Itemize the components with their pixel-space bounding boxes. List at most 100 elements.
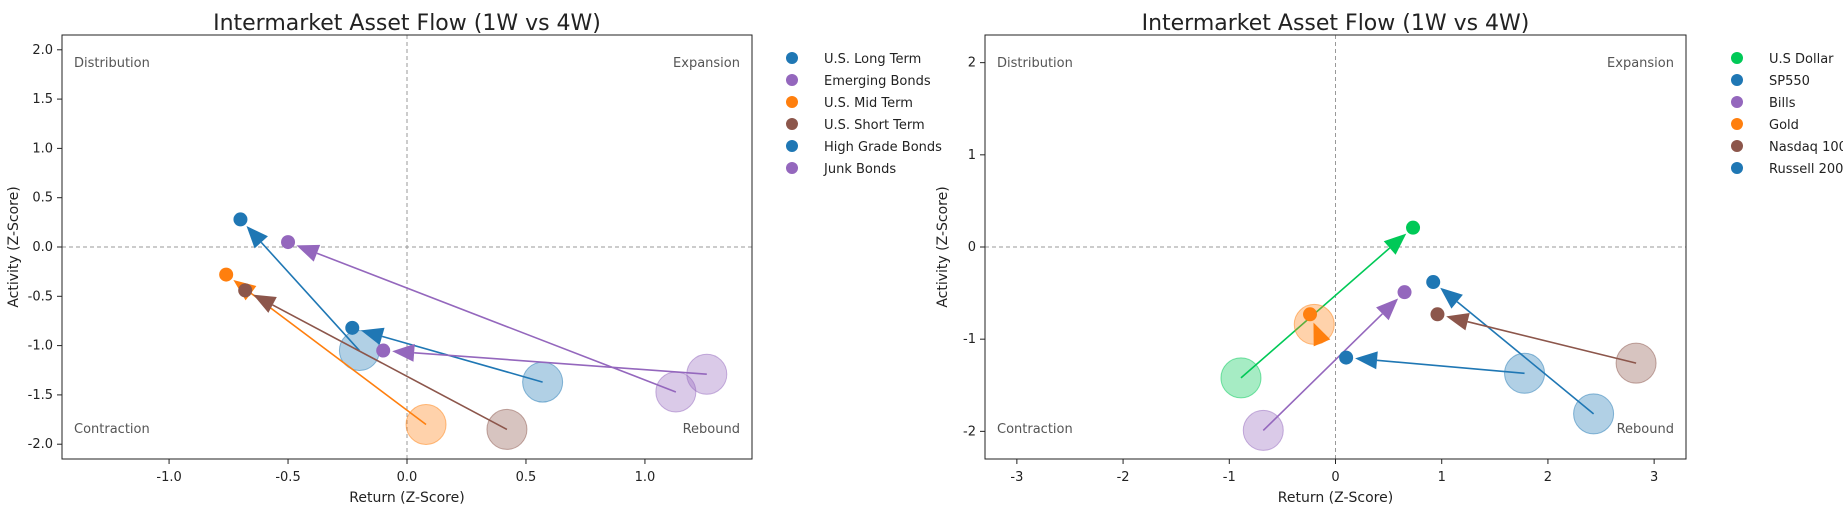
y-tick-label: -2: [963, 424, 976, 439]
legend-label-0: U.S. Long Term: [824, 52, 921, 67]
point-1w-5: [376, 343, 391, 358]
y-tick-label: 1.5: [32, 92, 53, 107]
chart-title: Intermarket Asset Flow (1W vs 4W): [1142, 11, 1530, 36]
y-tick-label: 1.0: [32, 141, 53, 156]
legend-marker-1: [786, 74, 798, 86]
legend-marker-5: [786, 162, 798, 174]
legend-label-0: U.S Dollar: [1769, 52, 1834, 67]
trail-arrowhead-4: [360, 327, 385, 346]
chart-1: Intermarket Asset Flow (1W vs 4W) Distrib…: [6, 11, 942, 506]
legend: U.S. Long Term Emerging Bonds U.S. Mid Ter…: [786, 52, 942, 177]
trail-line-3: [272, 304, 508, 431]
x-tick-label: -0.5: [275, 470, 300, 485]
legend-label-3: U.S. Short Term: [824, 118, 925, 133]
quadrant-label-rebound: Rebound: [683, 422, 740, 437]
trail-arrowhead-5: [1355, 351, 1378, 370]
y-tick-label: 0.5: [32, 191, 53, 206]
x-tick-label: -1.0: [156, 470, 181, 485]
chart-2: Intermarket Asset Flow (1W vs 4W) Distrib…: [935, 11, 1843, 506]
y-tick-label: 2: [968, 56, 976, 71]
legend-marker-0: [786, 52, 798, 64]
trail-line-5: [414, 351, 707, 375]
x-axis-label: Return (Z-Score): [1278, 490, 1393, 506]
trail-arrowhead-1: [1440, 287, 1463, 309]
trail-arrowhead-3: [253, 294, 277, 313]
y-tick-label: -1: [963, 332, 976, 347]
legend-marker-3: [786, 118, 798, 130]
trail-arrowhead-5: [392, 343, 415, 362]
legend-label-2: U.S. Mid Term: [824, 96, 913, 111]
quadrant-label-rebound: Rebound: [1617, 422, 1674, 437]
point-1w-2: [219, 267, 234, 282]
trail-line-4: [1467, 320, 1637, 364]
trail-arrowhead-2: [1376, 298, 1399, 321]
trail-line-2: [1262, 313, 1383, 431]
x-tick-label: -1: [1223, 470, 1236, 485]
trail-line-2: [250, 292, 427, 426]
quadrant-label-distribution: Distribution: [74, 56, 150, 71]
x-tick-label: 3: [1650, 470, 1658, 485]
legend: U.S Dollar SP550 Bills Gold Nasdaq 100 Russel…: [1731, 52, 1843, 177]
x-tick-label: 0.5: [516, 470, 537, 485]
legend-marker-4: [786, 140, 798, 152]
chart-title: Intermarket Asset Flow (1W vs 4W): [213, 11, 601, 36]
legend-marker-4: [1731, 140, 1743, 152]
point-1w-0: [1406, 220, 1421, 235]
point-1w-4: [345, 320, 360, 335]
point-1w-3: [1303, 307, 1318, 322]
trail-arrowhead-0: [246, 226, 268, 249]
y-tick-label: 0.0: [32, 240, 53, 255]
y-tick-label: -0.5: [28, 289, 53, 304]
trail-arrowhead-3: [1313, 322, 1331, 347]
y-tick-label: 2.0: [32, 43, 53, 58]
legend-label-5: Russell 2000: [1769, 162, 1843, 177]
x-tick-label: 0: [1331, 470, 1339, 485]
quadrant-label-contraction: Contraction: [74, 422, 150, 437]
y-tick-label: 0: [968, 240, 976, 255]
trail-arrowhead-1: [296, 244, 321, 262]
trail-line-5: [1376, 359, 1525, 375]
point-1w-3: [238, 283, 253, 298]
trail-line-1: [1456, 301, 1595, 415]
trail-line-1: [316, 252, 677, 393]
y-axis-label: Activity (Z-Score): [6, 186, 22, 307]
legend-label-4: High Grade Bonds: [824, 140, 942, 155]
x-tick-label: 0.0: [397, 470, 418, 485]
quadrant-label-expansion: Expansion: [673, 56, 740, 71]
trail-line-0: [260, 241, 361, 352]
quadrant-label-contraction: Contraction: [997, 422, 1073, 437]
trail-arrowhead-4: [1446, 312, 1470, 331]
point-1w-1: [1426, 275, 1441, 290]
legend-label-5: Junk Bonds: [823, 162, 896, 177]
legend-marker-3: [1731, 118, 1743, 130]
legend-label-4: Nasdaq 100: [1769, 140, 1843, 155]
legend-marker-2: [1731, 96, 1743, 108]
point-1w-5: [1339, 350, 1354, 365]
point-1w-0: [233, 212, 248, 227]
x-tick-label: 1: [1438, 470, 1446, 485]
point-1w-4: [1430, 307, 1445, 322]
legend-label-1: SP550: [1769, 74, 1810, 89]
quadrant-label-expansion: Expansion: [1607, 56, 1674, 71]
trail-arrowhead-0: [1383, 233, 1407, 255]
y-tick-label: -1.5: [28, 388, 53, 403]
x-tick-label: -3: [1010, 470, 1023, 485]
legend-marker-1: [1731, 74, 1743, 86]
legend-label-3: Gold: [1769, 118, 1799, 133]
legend-label-1: Emerging Bonds: [824, 74, 931, 89]
y-tick-label: -1.0: [28, 339, 53, 354]
y-tick-label: -2.0: [28, 437, 53, 452]
x-axis-label: Return (Z-Score): [349, 490, 464, 506]
legend-marker-5: [1731, 162, 1743, 174]
legend-marker-0: [1731, 52, 1743, 64]
legend-marker-2: [786, 96, 798, 108]
x-tick-label: -2: [1117, 470, 1130, 485]
x-tick-label: 1.0: [635, 470, 656, 485]
trail-line-4: [381, 335, 543, 383]
x-tick-label: 2: [1544, 470, 1552, 485]
point-1w-1: [281, 235, 296, 250]
y-axis-label: Activity (Z-Score): [935, 186, 951, 307]
y-tick-label: 1: [968, 148, 976, 163]
quadrant-label-distribution: Distribution: [997, 56, 1073, 71]
